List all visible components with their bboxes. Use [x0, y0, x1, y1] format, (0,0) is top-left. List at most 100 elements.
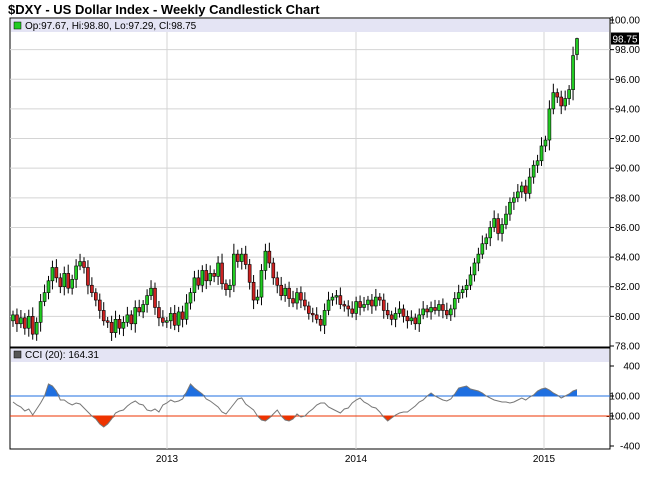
- cci-y-tick-label: -400: [620, 442, 640, 453]
- price-legend-swatch: [13, 21, 22, 30]
- candle-up: [263, 250, 268, 271]
- candle-up: [228, 284, 232, 290]
- candle-up: [393, 313, 398, 320]
- candle-up: [448, 308, 453, 316]
- candle-up: [255, 296, 260, 301]
- candle-down: [279, 284, 283, 296]
- candle-down: [346, 305, 351, 310]
- candle-up: [460, 289, 465, 293]
- candle-down: [180, 311, 185, 320]
- candle-down: [129, 314, 134, 325]
- candle-up: [437, 304, 441, 311]
- candle-up: [133, 307, 138, 325]
- y-tick-label: 86.00: [615, 223, 640, 234]
- candle-down: [66, 273, 71, 289]
- candle-up: [62, 273, 67, 288]
- candle-down: [30, 316, 35, 335]
- candle-down: [86, 267, 90, 286]
- candle-down: [94, 292, 98, 301]
- candle-up: [326, 299, 331, 311]
- x-axis: 2013 2014 2015: [156, 454, 556, 465]
- y-tick-label: 98.00: [615, 45, 640, 56]
- candle-up: [165, 320, 169, 323]
- candle-up: [11, 314, 15, 322]
- candle-up: [500, 224, 504, 234]
- candle-down: [251, 281, 256, 301]
- candle-up: [141, 304, 145, 313]
- y-tick-label: 82.00: [615, 282, 640, 293]
- candle-up: [239, 253, 244, 262]
- y-tick-label: 80.00: [615, 312, 640, 323]
- candle-down: [314, 314, 319, 320]
- candle-up: [516, 191, 520, 199]
- candle-up: [531, 164, 536, 178]
- candle-up: [168, 313, 173, 322]
- x-tick-label: 2015: [533, 454, 556, 465]
- cci-line: [12, 383, 578, 428]
- candle-down: [105, 320, 110, 323]
- y-tick-label: 92.00: [615, 134, 640, 145]
- candle-up: [374, 296, 378, 307]
- candle-up: [200, 270, 205, 286]
- candle-up: [334, 295, 339, 298]
- candle-down: [58, 277, 63, 288]
- candle-down: [381, 299, 386, 311]
- candle-up: [208, 273, 213, 282]
- price-panel: Op:97.67, Hi:98.80, Lo:97.29, Cl:98.75 10…: [9, 16, 640, 353]
- candle-down: [54, 267, 59, 279]
- y-tick-label: 78.00: [615, 342, 640, 353]
- y-tick-label: 96.00: [615, 75, 640, 86]
- candle-up: [34, 321, 39, 335]
- candle-down: [433, 307, 437, 311]
- candle-down: [559, 96, 564, 107]
- candle-up: [330, 296, 335, 301]
- candle-down: [157, 307, 161, 319]
- candle-down: [405, 316, 410, 322]
- candle-down: [109, 321, 114, 333]
- candle-up: [322, 310, 327, 326]
- cci-overbought-fill: [13, 384, 577, 396]
- candle-down: [350, 308, 354, 314]
- last-price-box: [611, 32, 639, 45]
- candle-down: [236, 253, 240, 262]
- candle-down: [441, 304, 445, 311]
- chart-title: $DXY - US Dollar Index - Weekly Candlest…: [8, 2, 320, 17]
- candle-down: [271, 262, 276, 279]
- candle-down: [275, 277, 280, 286]
- candle-down: [82, 261, 86, 268]
- candle-up: [409, 317, 414, 322]
- candle-down: [97, 299, 102, 311]
- candle-down: [267, 250, 272, 264]
- candle-up: [464, 284, 469, 290]
- candle-down: [377, 296, 382, 301]
- candle-up: [512, 197, 516, 203]
- candle-down: [342, 304, 347, 307]
- candle-down: [101, 310, 106, 322]
- candle-down: [523, 185, 528, 194]
- candle-up: [547, 108, 552, 141]
- candle-up: [484, 237, 489, 245]
- candle-down: [161, 317, 165, 323]
- y-tick-label: 100.00: [609, 16, 640, 27]
- y-tick-label: 88.00: [615, 193, 640, 204]
- candle-up: [519, 185, 524, 193]
- candle-down: [445, 310, 449, 316]
- candle-down: [220, 262, 224, 285]
- candle-up: [38, 301, 43, 323]
- candle-up: [508, 201, 512, 215]
- candle-down: [389, 314, 394, 320]
- candle-down: [370, 299, 374, 307]
- candle-up: [456, 292, 461, 299]
- candle-up: [539, 145, 544, 162]
- y-tick-label: 94.00: [615, 104, 640, 115]
- candle-up: [421, 308, 425, 316]
- candle-up: [488, 227, 493, 239]
- candle-down: [413, 317, 418, 325]
- candle-up: [145, 295, 149, 305]
- candle-down: [496, 218, 500, 234]
- candle-up: [232, 253, 236, 286]
- cci-legend-swatch: [13, 350, 22, 359]
- candle-down: [299, 292, 303, 301]
- last-price-label: 98.75: [612, 35, 637, 46]
- y-tick-label: 84.00: [615, 253, 640, 264]
